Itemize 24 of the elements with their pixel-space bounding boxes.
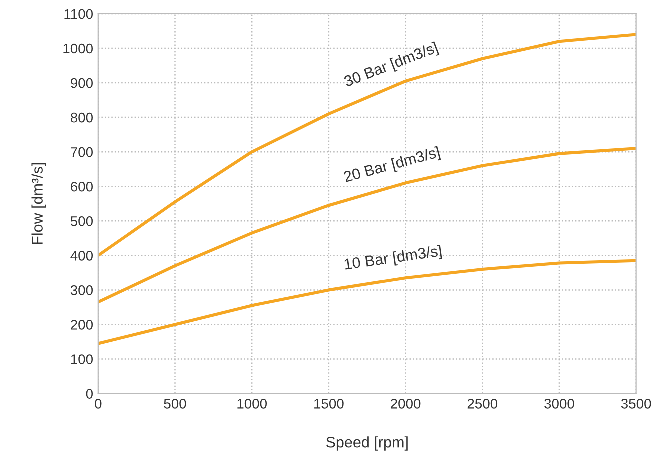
y-tick-label: 600 — [71, 182, 93, 192]
y-tick-label: 400 — [70, 251, 93, 261]
y-tick-label: 900 — [71, 78, 93, 88]
x-tick-label: 3000 — [544, 399, 574, 409]
y-tick-label: 700 — [71, 147, 93, 158]
y-tick-label: 100 — [71, 354, 93, 364]
y-axis-title: Flow [dm³/s] — [32, 163, 46, 244]
y-tick-label: 800 — [70, 112, 93, 123]
x-tick-label: 1000 — [238, 399, 267, 409]
text: 10 Bar [dm3/s] — [344, 245, 442, 273]
y-tick-label: 500 — [70, 216, 93, 226]
y-tick-label: 1000 — [64, 44, 93, 54]
y-tick-label: 200 — [71, 320, 93, 330]
y-tick-label: 1100 — [64, 9, 93, 20]
y-tick-label: 300 — [70, 286, 93, 296]
x-tick-label: 2000 — [391, 399, 421, 409]
y-tick-label: 0 — [86, 389, 93, 399]
x-tick-label: 1500 — [314, 399, 344, 409]
x-axis-title: Speed [rpm] — [326, 436, 408, 451]
x-tick-label: 2500 — [468, 399, 498, 409]
x-tick-label: 500 — [164, 399, 186, 409]
line-series — [98, 147, 636, 304]
x-tick-label: 0 — [95, 399, 102, 409]
x-tick-label: 3500 — [621, 399, 652, 409]
